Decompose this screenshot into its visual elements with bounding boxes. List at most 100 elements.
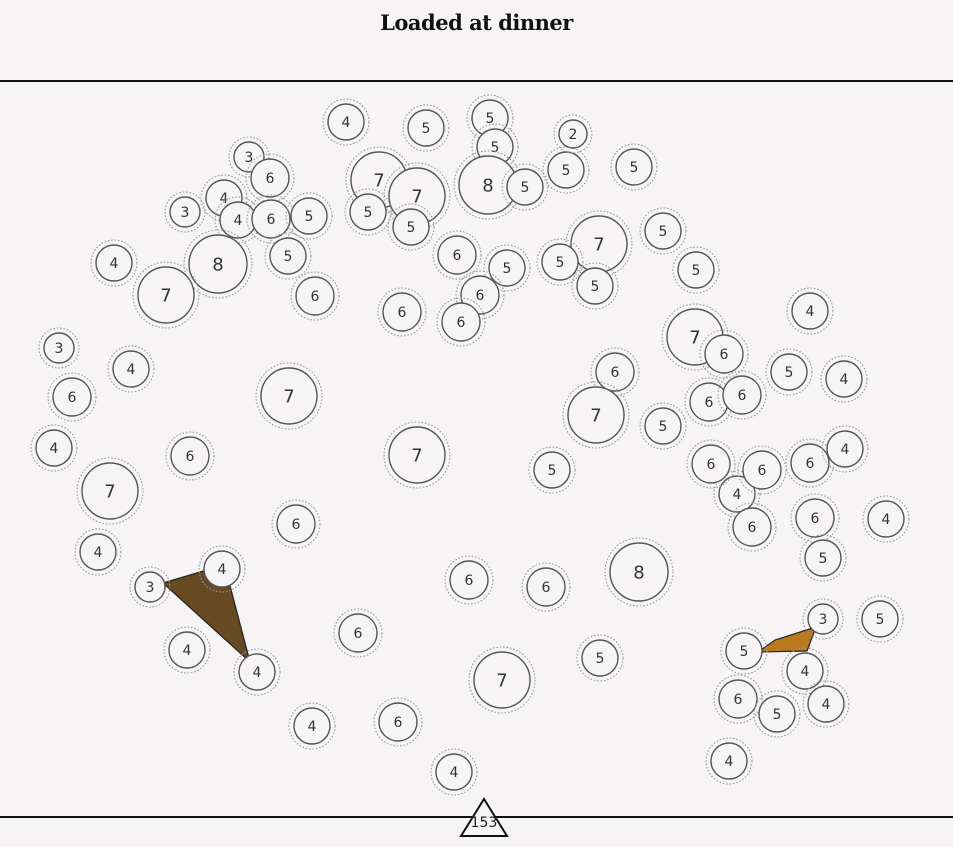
plate[interactable]: 4 bbox=[30, 424, 78, 472]
plate[interactable]: 6 bbox=[373, 697, 423, 747]
plate[interactable]: 5 bbox=[856, 595, 904, 643]
plate[interactable]: 6 bbox=[727, 502, 777, 552]
plate[interactable]: 6 bbox=[377, 287, 427, 337]
plate[interactable]: 4 bbox=[802, 680, 850, 728]
plate[interactable]: 4 bbox=[430, 748, 478, 796]
plate[interactable]: 5 bbox=[610, 143, 658, 191]
plate-value: 5 bbox=[491, 140, 500, 156]
plate[interactable]: 6 bbox=[790, 493, 840, 543]
plate[interactable]: 6 bbox=[686, 439, 736, 489]
plate-ring bbox=[770, 353, 808, 391]
plate[interactable]: 5 bbox=[576, 634, 624, 682]
plate[interactable]: 2 bbox=[553, 114, 593, 154]
plate[interactable]: 4 bbox=[74, 528, 122, 576]
plate[interactable]: 5 bbox=[264, 232, 312, 280]
plate-value: 4 bbox=[218, 562, 227, 578]
plate[interactable]: 7 bbox=[468, 646, 536, 714]
plate[interactable]: 6 bbox=[737, 445, 787, 495]
plate[interactable]: 7 bbox=[565, 210, 633, 278]
plate[interactable]: 4 bbox=[198, 545, 246, 593]
plate[interactable]: 8 bbox=[453, 150, 523, 220]
plate[interactable]: 6 bbox=[717, 370, 767, 420]
plate-value: 4 bbox=[253, 665, 262, 681]
plate-value: 4 bbox=[822, 697, 831, 713]
plate[interactable]: 4 bbox=[214, 196, 262, 244]
plate[interactable]: 6 bbox=[245, 153, 295, 203]
plate[interactable]: 5 bbox=[799, 534, 847, 582]
plate-value: 3 bbox=[146, 580, 155, 596]
plate-ring bbox=[807, 603, 839, 635]
plate-value: 8 bbox=[212, 255, 223, 276]
plate[interactable]: 5 bbox=[765, 348, 813, 396]
plate-ring bbox=[52, 377, 92, 417]
plate[interactable]: 5 bbox=[402, 104, 450, 152]
plate[interactable]: 7 bbox=[132, 261, 200, 329]
plate[interactable]: 6 bbox=[165, 431, 215, 481]
plate[interactable]: 6 bbox=[699, 329, 749, 379]
plate[interactable]: 5 bbox=[501, 163, 549, 211]
plate[interactable]: 4 bbox=[713, 470, 761, 518]
plate-value: 6 bbox=[758, 463, 767, 479]
plate[interactable]: 7 bbox=[76, 457, 144, 525]
plate-value: 4 bbox=[234, 213, 243, 229]
plate-outer-ring bbox=[436, 297, 486, 347]
plate[interactable]: 5 bbox=[542, 146, 590, 194]
plate[interactable]: 3 bbox=[38, 327, 80, 369]
plate[interactable]: 8 bbox=[183, 229, 253, 299]
plate[interactable]: 4 bbox=[233, 648, 281, 696]
plate[interactable]: 4 bbox=[862, 495, 910, 543]
plate-outer-ring bbox=[713, 674, 763, 724]
plate-outer-ring bbox=[255, 362, 323, 430]
plate-outer-ring bbox=[705, 737, 753, 785]
plate[interactable]: 6 bbox=[455, 270, 505, 320]
plate[interactable]: 5 bbox=[639, 207, 687, 255]
plate[interactable]: 5 bbox=[720, 627, 768, 675]
plate[interactable]: 5 bbox=[571, 262, 619, 310]
plate[interactable]: 6 bbox=[290, 271, 340, 321]
plate-value: 6 bbox=[311, 289, 320, 305]
plate[interactable]: 4 bbox=[107, 345, 155, 393]
plate[interactable]: 6 bbox=[590, 347, 640, 397]
plate[interactable]: 6 bbox=[521, 562, 571, 612]
plate[interactable]: 6 bbox=[444, 555, 494, 605]
plate[interactable]: 4 bbox=[288, 702, 336, 750]
plate[interactable]: 7 bbox=[255, 362, 323, 430]
plate[interactable]: 6 bbox=[333, 608, 383, 658]
plate[interactable]: 6 bbox=[271, 499, 321, 549]
plate[interactable]: 5 bbox=[639, 402, 687, 450]
plate-value: 2 bbox=[569, 127, 578, 143]
plate-ring bbox=[112, 350, 150, 388]
plate[interactable]: 5 bbox=[672, 246, 720, 294]
plate[interactable]: 4 bbox=[705, 737, 753, 785]
plate[interactable]: 4 bbox=[781, 647, 829, 695]
plate[interactable]: 6 bbox=[713, 674, 763, 724]
plate[interactable]: 4 bbox=[820, 355, 868, 403]
plate[interactable]: 6 bbox=[436, 297, 486, 347]
plate-ring bbox=[435, 753, 473, 791]
plate[interactable]: 4 bbox=[163, 626, 211, 674]
plate[interactable]: 6 bbox=[246, 194, 296, 244]
plate[interactable]: 3 bbox=[129, 566, 171, 608]
plate[interactable]: 5 bbox=[528, 446, 576, 494]
plate[interactable]: 7 bbox=[383, 421, 451, 489]
top-divider bbox=[0, 80, 953, 82]
plate[interactable]: 5 bbox=[536, 238, 584, 286]
plate[interactable]: 7 bbox=[562, 381, 630, 449]
plate[interactable]: 5 bbox=[466, 94, 514, 142]
plate[interactable]: 4 bbox=[322, 98, 370, 146]
plate[interactable]: 5 bbox=[483, 244, 531, 292]
plate[interactable]: 6 bbox=[432, 230, 482, 280]
plate[interactable]: 4 bbox=[786, 287, 834, 335]
plate[interactable]: 5 bbox=[285, 192, 333, 240]
plate[interactable]: 4 bbox=[821, 425, 869, 473]
plate[interactable]: 5 bbox=[387, 203, 435, 251]
plate[interactable]: 5 bbox=[344, 188, 392, 236]
plate[interactable]: 8 bbox=[604, 537, 674, 607]
plate[interactable]: 4 bbox=[90, 239, 138, 287]
plate[interactable]: 6 bbox=[47, 372, 97, 422]
plate[interactable]: 5 bbox=[753, 690, 801, 738]
plate-ring bbox=[388, 426, 446, 484]
plate[interactable]: 3 bbox=[164, 191, 206, 233]
plate[interactable]: 3 bbox=[802, 598, 844, 640]
